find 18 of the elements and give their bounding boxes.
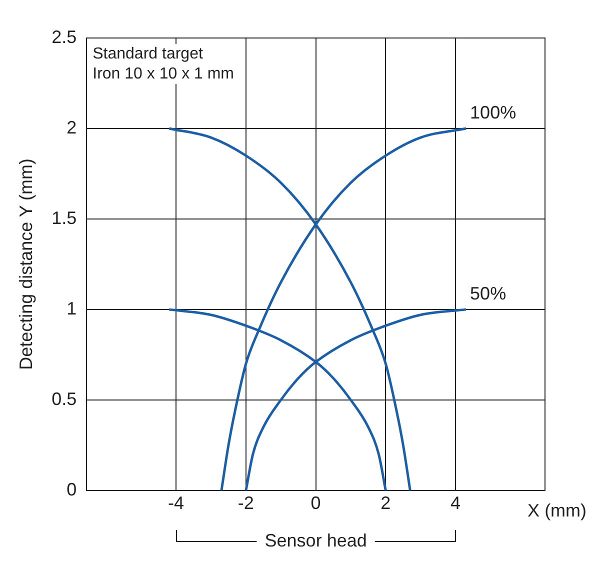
y-tick-label: 0.5 [52,388,77,409]
y-tick-label: 0 [66,479,77,500]
series-label: 100% [470,102,516,122]
x-tick-label: 2 [380,493,391,514]
text: Sensor head [264,530,367,550]
x-tick-label: 4 [450,493,461,514]
y-tick-label: 1 [66,298,77,318]
x-tick-label: -4 [168,493,184,514]
x-tick-label: -2 [238,493,254,514]
annotation: Standard target [92,45,204,62]
series-label: 50% [470,283,506,304]
x-tick-label: 0 [310,493,321,514]
y-tick-label: 2 [66,117,77,138]
x-axis-title: X (mm) [528,500,587,520]
y-tick-label: 1.5 [52,208,77,228]
y-axis-title: Detecting distance Y (mm) [16,158,36,370]
y-tick-label: 2.5 [52,26,77,47]
annotation: Iron 10 x 10 x 1 mm [92,65,234,82]
